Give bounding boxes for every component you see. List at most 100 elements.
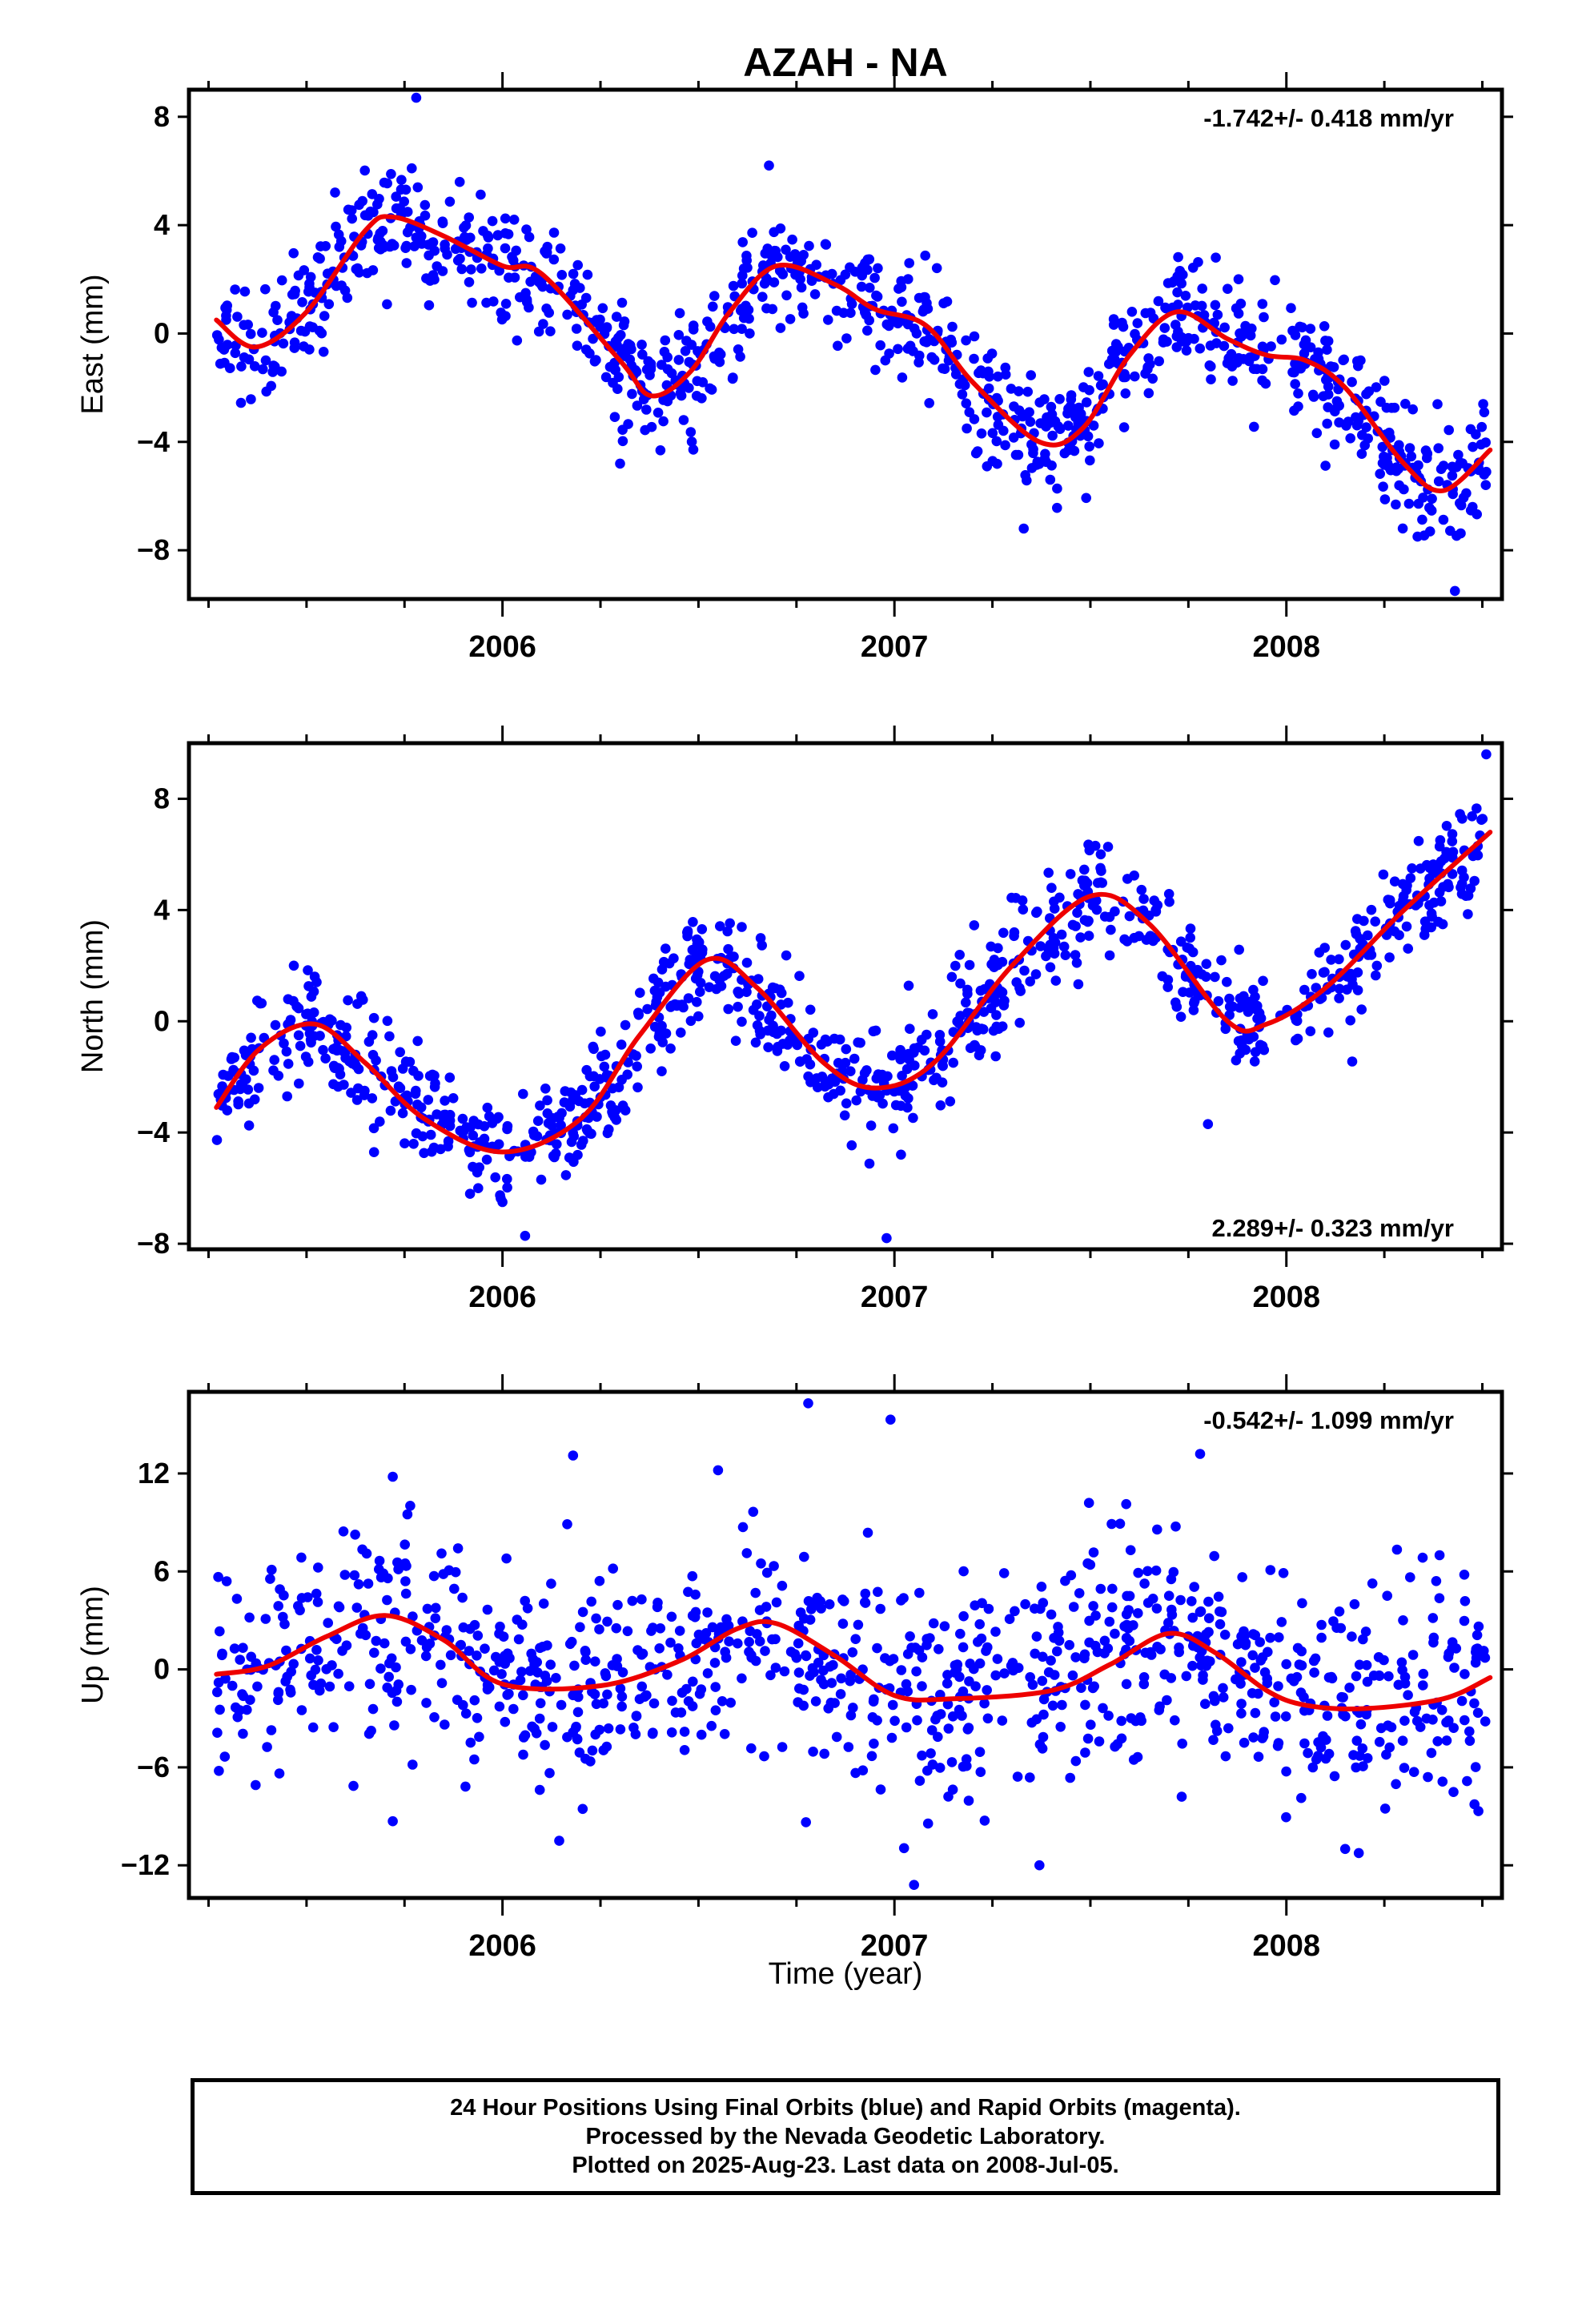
north-data-point	[737, 922, 747, 932]
up-data-point	[598, 1745, 609, 1755]
east-data-point	[1371, 382, 1382, 392]
north-data-point	[1017, 895, 1028, 906]
up-data-point	[1121, 1679, 1132, 1690]
up-data-point	[746, 1743, 757, 1754]
north-data-point	[851, 1095, 861, 1106]
up-data-point	[221, 1576, 232, 1586]
up-ytick-label: 0	[154, 1653, 170, 1686]
east-data-point	[1424, 502, 1435, 513]
up-data-point	[1299, 1692, 1309, 1703]
east-data-point	[374, 194, 384, 204]
up-data-point	[1155, 1644, 1166, 1655]
up-data-point	[1084, 1615, 1094, 1626]
east-data-point	[1172, 287, 1182, 298]
east-data-point	[662, 352, 673, 363]
north-data-point	[962, 984, 973, 995]
up-data-point	[355, 1628, 366, 1639]
east-data-point	[691, 391, 702, 401]
up-data-point	[1421, 1713, 1432, 1724]
up-data-point	[1187, 1660, 1198, 1671]
east-data-point	[1471, 429, 1481, 440]
east-data-point	[1126, 307, 1138, 317]
up-data-point	[608, 1563, 618, 1574]
north-data-point	[382, 1015, 393, 1027]
east-data-point	[1223, 283, 1233, 295]
east-data-point	[1455, 457, 1466, 468]
east-data-point	[662, 396, 673, 407]
up-data-point	[1441, 1717, 1452, 1728]
north-data-point	[412, 1035, 423, 1047]
north-data-point	[978, 1007, 990, 1017]
north-data-point	[246, 1032, 256, 1043]
east-data-point	[982, 407, 992, 418]
up-data-point	[1166, 1610, 1178, 1620]
north-data-point	[1441, 821, 1452, 831]
up-data-point	[440, 1719, 450, 1730]
east-data-point	[727, 373, 738, 384]
north-data-point	[1460, 891, 1472, 901]
north-data-point	[1134, 931, 1144, 942]
north-data-point	[622, 1069, 632, 1080]
north-data-point	[1046, 883, 1057, 893]
east-data-point	[742, 263, 753, 273]
up-data-point	[982, 1713, 994, 1724]
north-data-point	[588, 1041, 599, 1052]
east-data-point	[1075, 408, 1086, 420]
east-data-point	[556, 270, 568, 280]
up-data-point	[518, 1749, 528, 1760]
up-data-point	[1177, 1739, 1187, 1749]
up-data-point	[1074, 1588, 1085, 1598]
north-data-point	[1222, 976, 1232, 987]
up-data-point	[1479, 1646, 1489, 1656]
east-data-point	[1375, 468, 1385, 479]
north-data-point	[1394, 900, 1405, 911]
up-data-point	[1449, 1663, 1460, 1673]
east-data-point	[1399, 484, 1409, 495]
east-data-point	[796, 282, 807, 293]
north-data-point	[343, 995, 353, 1006]
north-data-point	[532, 1116, 544, 1126]
up-data-point	[1448, 1723, 1459, 1733]
east-data-point	[1006, 384, 1017, 394]
up-data-point	[761, 1602, 772, 1612]
up-data-point	[1373, 1652, 1384, 1663]
up-data-point	[1292, 1642, 1303, 1654]
up-data-point	[970, 1681, 981, 1691]
north-data-point	[425, 1129, 436, 1140]
up-data-point	[1121, 1633, 1132, 1643]
north-data-point	[303, 981, 314, 991]
east-data-point	[1347, 376, 1357, 388]
north-data-point	[1292, 1033, 1303, 1044]
up-data-point	[400, 1539, 410, 1550]
north-data-point	[288, 960, 299, 971]
east-data-point	[437, 266, 448, 276]
north-xtick-label: 2008	[1252, 1281, 1320, 1314]
east-data-point	[1251, 364, 1263, 375]
up-data-point	[602, 1616, 612, 1627]
up-ytick-label: −6	[137, 1751, 170, 1783]
up-data-point	[1211, 1726, 1223, 1736]
north-data-point	[652, 977, 664, 988]
up-data-point	[252, 1681, 263, 1692]
east-data-point	[1082, 431, 1094, 442]
north-data-point	[308, 1031, 319, 1042]
east-data-point	[856, 281, 867, 292]
up-data-point	[282, 1671, 293, 1683]
up-data-point	[436, 1548, 447, 1559]
east-data-point	[1407, 404, 1418, 415]
north-data-point	[1366, 904, 1377, 915]
east-data-point	[976, 428, 987, 439]
east-data-point	[515, 292, 525, 303]
east-data-point	[318, 347, 329, 357]
up-data-point	[1437, 1776, 1448, 1787]
up-data-point	[229, 1643, 240, 1654]
north-data-point	[781, 950, 792, 961]
up-data-point	[961, 1754, 972, 1764]
east-data-point	[736, 305, 746, 316]
east-data-point	[1404, 443, 1415, 453]
up-data-point	[691, 1638, 702, 1649]
up-data-point	[654, 1643, 665, 1654]
up-data-point	[1168, 1566, 1179, 1578]
